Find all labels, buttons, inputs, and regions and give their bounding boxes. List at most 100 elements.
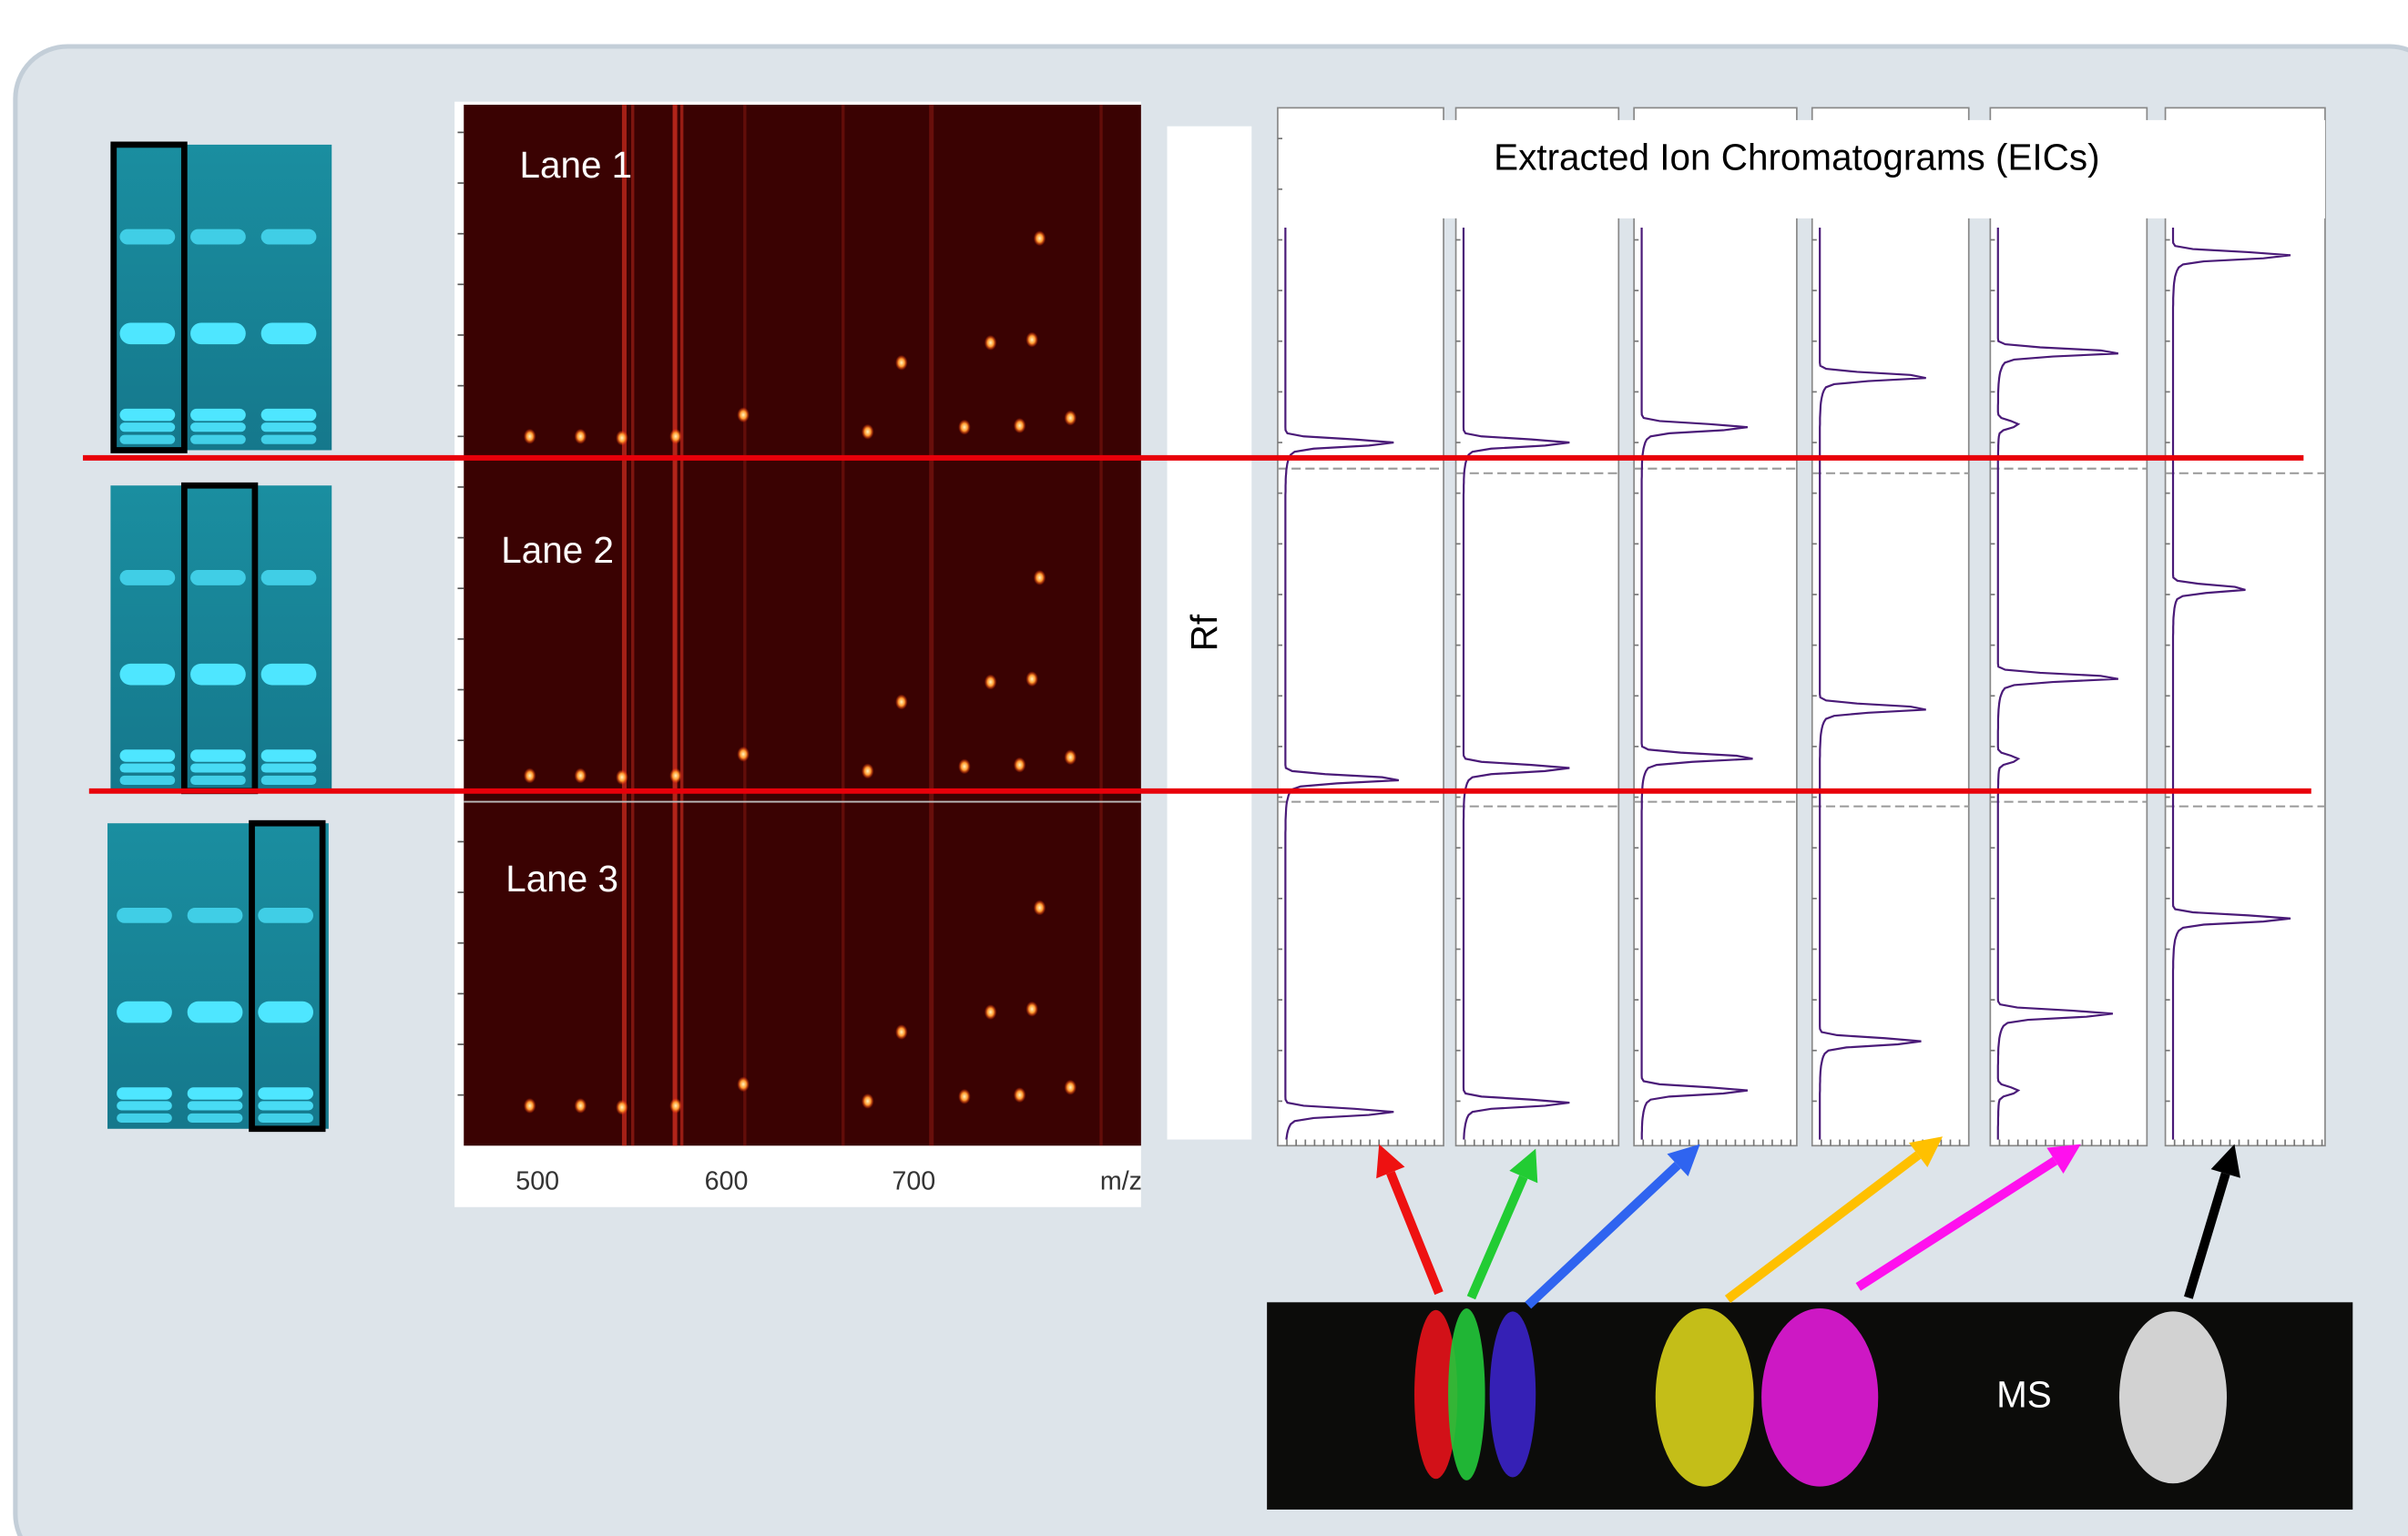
heatmap-streak bbox=[672, 105, 678, 1146]
heatmap-streak bbox=[743, 105, 747, 1146]
tlc-band bbox=[119, 763, 176, 773]
heatmap-spot bbox=[524, 428, 536, 444]
tlc-plate bbox=[110, 144, 332, 451]
heatmap-streak bbox=[842, 105, 845, 1146]
arrow-head bbox=[1509, 1148, 1538, 1184]
eic-trace bbox=[1819, 227, 1926, 1140]
heatmap-spot bbox=[616, 430, 628, 446]
heatmap-spot bbox=[1033, 900, 1046, 916]
tlc-band bbox=[190, 322, 246, 345]
arrow-head bbox=[2210, 1144, 2240, 1178]
eic-trace bbox=[1640, 227, 1753, 1140]
rf-box bbox=[1167, 126, 1252, 1140]
heatmap-streak bbox=[1099, 105, 1103, 1146]
heatmap-features bbox=[457, 105, 1141, 1146]
heatmap-spot bbox=[958, 419, 971, 435]
tlc-band bbox=[119, 749, 176, 762]
ms-blob bbox=[1655, 1308, 1754, 1487]
heatmap-spot bbox=[524, 1098, 536, 1114]
heatmap-spot bbox=[1013, 1087, 1026, 1104]
tlc-band bbox=[258, 907, 313, 923]
x-tick-label: 700 bbox=[892, 1166, 935, 1195]
arrow-head bbox=[1376, 1144, 1405, 1179]
eic-trace bbox=[1996, 227, 2118, 1140]
arrow bbox=[1724, 1151, 1922, 1303]
heatmap-spot bbox=[1064, 1079, 1077, 1095]
x-axis-label: m/z bbox=[1100, 1166, 1142, 1195]
arrow-head bbox=[2046, 1144, 2081, 1175]
eic-panel bbox=[1277, 107, 1444, 1147]
heatmap-spot bbox=[1025, 1001, 1038, 1017]
heatmap-spot bbox=[1033, 569, 1046, 585]
heatmap-spot bbox=[616, 1099, 628, 1115]
heatmap-spot bbox=[669, 768, 682, 784]
heatmap-spot bbox=[984, 1004, 997, 1021]
tlc-band bbox=[119, 434, 176, 444]
tlc-band bbox=[260, 322, 317, 345]
tlc-band bbox=[119, 569, 176, 585]
eic-trace bbox=[1462, 227, 1570, 1140]
arrows bbox=[1376, 1136, 2240, 1309]
heatmap-spot bbox=[1025, 671, 1038, 687]
arrow bbox=[1386, 1171, 1444, 1296]
tlc-band bbox=[190, 434, 246, 444]
tlc-band bbox=[119, 408, 176, 422]
tlc-plate bbox=[110, 485, 332, 791]
heatmap-spot bbox=[1025, 331, 1038, 348]
tlc-band bbox=[190, 663, 246, 686]
heatmap-spot bbox=[574, 1098, 587, 1114]
heatmap-spot bbox=[1064, 410, 1077, 426]
heatmap-spot bbox=[958, 758, 971, 775]
ms-blob bbox=[1414, 1309, 1458, 1480]
lane-box bbox=[249, 819, 326, 1133]
heatmap-spot bbox=[895, 694, 908, 710]
tlc-band bbox=[119, 663, 176, 686]
tlc-band bbox=[260, 229, 317, 245]
heatmap-spot bbox=[737, 407, 750, 423]
ms-blobs bbox=[1414, 1308, 2228, 1487]
arrow-head bbox=[1909, 1136, 1944, 1167]
tlc-band bbox=[260, 775, 317, 786]
arrow bbox=[1855, 1156, 2058, 1291]
lane-label: Lane 3 bbox=[505, 858, 618, 900]
tlc-band bbox=[187, 1101, 243, 1111]
heatmap-spot bbox=[616, 769, 628, 786]
heatmap-spot bbox=[669, 1098, 682, 1114]
heatmap-spot bbox=[1064, 749, 1077, 766]
heatmap-spot bbox=[1013, 418, 1026, 433]
heatmap-spot bbox=[737, 746, 750, 762]
heatmap-spot bbox=[984, 674, 997, 690]
tlc-band bbox=[187, 907, 243, 923]
heatmap-streak bbox=[631, 105, 635, 1146]
heatmap-spot bbox=[958, 1088, 971, 1104]
heatmap-spot bbox=[895, 1024, 908, 1040]
eic-trace bbox=[2171, 227, 2291, 1140]
heatmap-spot bbox=[984, 334, 997, 351]
heatmap-spot bbox=[1013, 757, 1026, 773]
tlc-band bbox=[119, 422, 176, 432]
heatmap-spot bbox=[574, 768, 587, 784]
ms-blob bbox=[1761, 1308, 1879, 1487]
heatmap-spot bbox=[861, 423, 874, 440]
tlc-band bbox=[260, 408, 317, 422]
tlc-band bbox=[258, 1101, 313, 1111]
tlc-band bbox=[190, 749, 246, 762]
heatmap-spot bbox=[737, 1076, 750, 1093]
tlc-band bbox=[258, 1113, 313, 1124]
eic-panel bbox=[1454, 107, 1620, 1147]
heatmap-streak bbox=[929, 105, 934, 1146]
heatmap-spot bbox=[861, 1093, 874, 1109]
tlc-band bbox=[260, 763, 317, 773]
tlc-band bbox=[117, 907, 172, 923]
eic-title: Extracted Ion Chromatograms (EICs) bbox=[1494, 136, 2099, 178]
tlc-band bbox=[117, 1087, 172, 1100]
rf-label: Rf bbox=[1183, 614, 1225, 651]
tlc-plate bbox=[107, 823, 329, 1129]
lane-box bbox=[110, 141, 188, 453]
heatmap-spot bbox=[1033, 230, 1046, 247]
heatmap-streak bbox=[621, 105, 627, 1146]
tlc-band bbox=[190, 229, 246, 245]
tlc-band bbox=[190, 422, 246, 432]
